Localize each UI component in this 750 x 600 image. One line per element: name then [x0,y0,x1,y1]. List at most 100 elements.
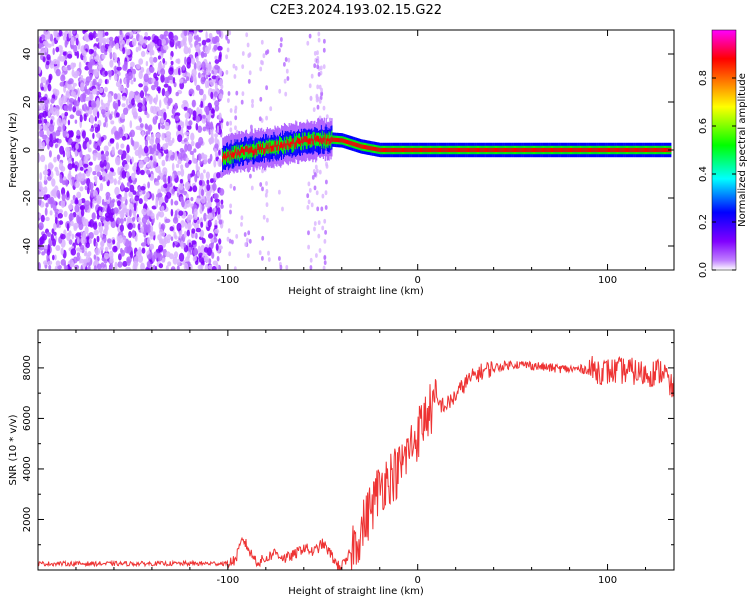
heatmap-noise-cell [92,80,96,88]
heatmap-ridge-cell [244,149,246,156]
heatmap-ridge-cell [277,144,279,151]
heatmap-noise-cell [53,156,57,163]
heatmap-noise-cell [220,84,224,90]
heatmap-noise-cell [50,119,53,125]
heatmap-noise-cell [163,183,168,189]
heatmap-noise-cell [203,247,209,253]
heatmap-noise-cell [66,64,72,71]
heatmap-noise-cell [74,149,78,158]
heatmap-noise-cell [103,145,109,152]
heatmap-noise-cell [149,50,153,56]
heatmap-noise-cell [150,155,153,161]
heatmap-ridge-cell [445,147,447,153]
heatmap-ridge-cell [505,147,507,153]
heatmap-noise-cell [92,102,97,108]
heatmap-noise-cell [195,44,201,53]
heatmap-noise-cell [64,105,70,112]
heatmap-ridge-cell [263,140,265,154]
heatmap-noise-cell [197,171,201,177]
heatmap-noise-cell [309,95,313,101]
heatmap-noise-cell [103,252,110,260]
heatmap-ridge-cell [284,143,286,150]
heatmap-ridge-cell [444,147,446,153]
heatmap-noise-cell [68,98,75,103]
heatmap-ridge-cell [356,143,359,148]
heatmap-ridge-cell [616,147,618,153]
heatmap-noise-cell [45,137,49,145]
heatmap-noise-cell [74,164,78,172]
heatmap-noise-cell [210,108,216,114]
heatmap-noise-cell [142,39,148,45]
heatmap-noise-cell [203,156,208,165]
heatmap-noise-cell [150,147,155,155]
heatmap-ridge-cell [268,147,270,154]
heatmap-noise-cell [143,145,149,154]
colorbar-tick-label: 0.0 [698,262,709,278]
heatmap-noise-cell [117,149,124,155]
heatmap-noise-cell [197,245,201,254]
heatmap-noise-cell [48,264,52,270]
heatmap-noise-cell [87,147,92,153]
heatmap-ridge-cell [654,147,656,153]
heatmap-noise-cell [119,217,124,225]
heatmap-noise-cell [92,171,97,176]
heatmap-noise-cell [178,121,184,126]
heatmap-noise-cell [234,115,238,121]
heatmap-ridge-cell [410,147,412,153]
heatmap-ridge-cell [362,144,364,149]
heatmap-ridge-cell [297,137,299,144]
heatmap-noise-cell [109,113,113,121]
heatmap-ridge-cell [591,147,593,153]
heatmap-ridge-cell [233,152,235,159]
heatmap-noise-cell [225,70,229,75]
heatmap-noise-cell [228,251,232,257]
heatmap-noise-cell [62,150,66,158]
heatmap-ridge-cell [520,147,522,153]
heatmap-noise-cell [65,179,69,187]
heatmap-noise-cell [95,37,100,42]
heatmap-noise-cell [149,243,155,250]
heatmap-noise-cell [38,42,43,49]
heatmap-ridge-cell [600,147,602,153]
heatmap-noise-cell [209,137,212,145]
heatmap-noise-cell [188,47,191,54]
heatmap-noise-cell [317,72,321,77]
heatmap-ridge-cell [380,147,382,153]
heatmap-ridge-cell [398,147,400,153]
heatmap-noise-cell [139,123,144,128]
heatmap-ridge-cell [453,147,455,153]
heatmap-noise-cell [145,61,149,67]
heatmap-noise-cell [194,232,198,240]
heatmap-noise-cell [220,199,224,205]
heatmap-noise-cell [39,129,44,138]
heatmap-noise-cell [42,56,46,63]
heatmap-ridge-cell [469,147,472,153]
heatmap-noise-cell [191,57,195,65]
heatmap-ridge-cell [466,147,468,153]
heatmap-noise-cell [112,198,115,203]
heatmap-ridge-cell [615,147,617,153]
heatmap-noise-cell [206,179,210,185]
heatmap-noise-cell [184,112,190,119]
heatmap-noise-cell [160,124,165,130]
heatmap-ridge-cell [574,147,576,153]
heatmap-noise-cell [317,31,321,37]
heatmap-noise-cell [74,119,78,124]
heatmap-noise-cell [160,239,164,245]
heatmap-noise-cell [188,37,193,42]
heatmap-noise-cell [103,122,106,128]
heatmap-noise-cell [95,241,98,248]
heatmap-noise-cell [283,78,287,84]
heatmap-ridge-cell [552,147,554,153]
heatmap-noise-cell [38,66,42,74]
heatmap-noise-cell [206,196,211,201]
heatmap-noise-cell [38,132,41,137]
heatmap-ridge-cell [584,147,586,153]
heatmap-ridge-cell [462,147,464,153]
heatmap-ridge-cell [355,142,357,147]
heatmap-noise-cell [218,93,224,100]
heatmap-noise-cell [228,30,232,36]
snr-series-line [38,355,674,570]
heatmap-ridge-cell [399,147,401,153]
